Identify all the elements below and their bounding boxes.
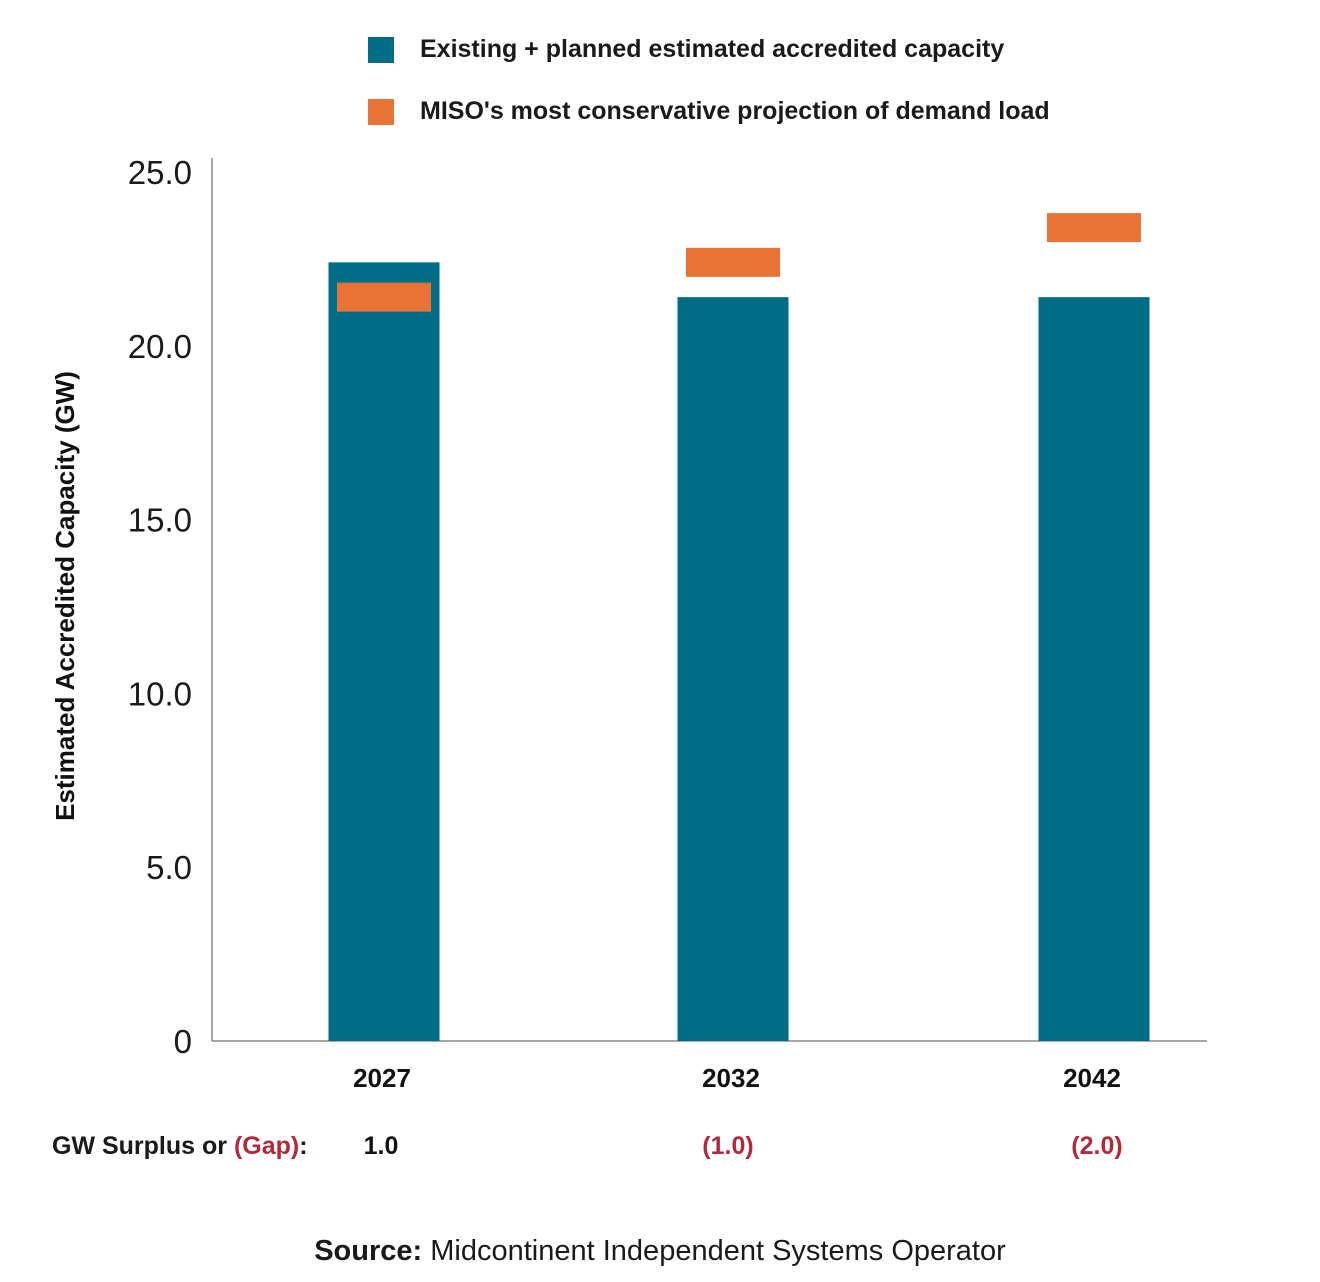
- capacity-bar-2027: [328, 262, 440, 1042]
- gap-value-2027: 1.0: [363, 1132, 399, 1160]
- y-axis-title: Estimated Accredited Capacity (GW): [50, 371, 80, 821]
- gap-value-2032: (1.0): [702, 1132, 754, 1160]
- legend-item-demand: MISO's most conservative projection of d…: [368, 97, 1050, 126]
- capacity-bar-2042: [1038, 297, 1150, 1041]
- legend-swatch-capacity: [368, 36, 394, 63]
- legend-swatch-demand: [368, 98, 394, 125]
- source-note: Source: Midcontinent Independent Systems…: [0, 1235, 1320, 1268]
- y-tick-label-0: 0: [174, 1023, 192, 1060]
- legend-label-demand: MISO's most conservative projection of d…: [420, 97, 1050, 125]
- y-tick-label-4: 20.0: [128, 328, 192, 365]
- gap-row-suffix: :: [299, 1132, 308, 1160]
- gap-row-label: GW Surplus or (Gap):: [52, 1132, 308, 1161]
- demand-marker-2027: [337, 282, 431, 312]
- gap-row-gap-word: (Gap): [233, 1132, 300, 1160]
- gap-row-prefix: GW Surplus or: [52, 1132, 234, 1160]
- demand-marker-2042: [1047, 213, 1141, 243]
- capacity-bar-2032: [677, 297, 789, 1041]
- gap-value-2042: (2.0): [1071, 1132, 1123, 1160]
- demand-marker-2032: [686, 247, 780, 277]
- y-tick-label-3: 15.0: [128, 502, 192, 539]
- legend-item-capacity: Existing + planned estimated accredited …: [368, 35, 1004, 64]
- source-label: Source:: [314, 1235, 423, 1267]
- x-tick-label-2042: 2042: [1063, 1063, 1121, 1093]
- source-text: Midcontinent Independent Systems Operato…: [422, 1235, 1006, 1267]
- y-tick-label-2: 10.0: [128, 675, 192, 712]
- legend-label-capacity: Existing + planned estimated accredited …: [420, 35, 1005, 63]
- y-tick-label-1: 5.0: [146, 849, 192, 886]
- y-tick-label-5: 25.0: [128, 154, 192, 191]
- x-tick-label-2027: 2027: [353, 1063, 411, 1093]
- x-tick-label-2032: 2032: [702, 1063, 760, 1093]
